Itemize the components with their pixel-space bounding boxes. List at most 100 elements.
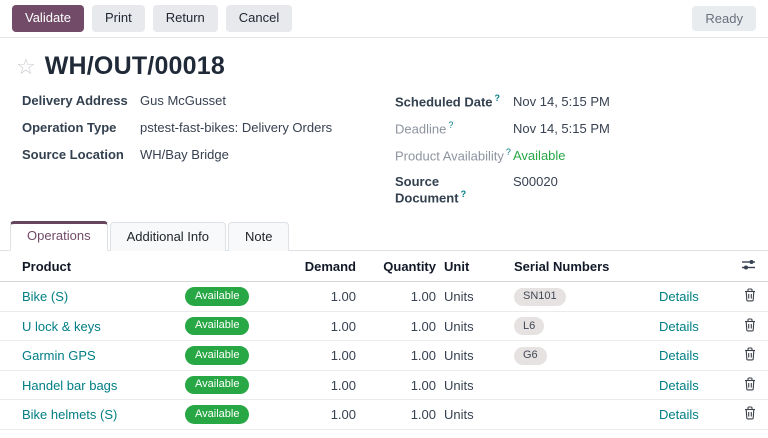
field-value[interactable]: Nov 14, 5:15 PM xyxy=(513,94,610,110)
serial-cell: SN101 xyxy=(514,287,659,306)
validate-button[interactable]: Validate xyxy=(12,5,85,32)
table-row[interactable]: Handel bar bags Available 1.00 1.00 Unit… xyxy=(0,371,768,401)
tab-note[interactable]: Note xyxy=(228,222,290,252)
serial-cell: G6 xyxy=(514,346,659,365)
unit-value: Units xyxy=(444,289,474,305)
right-field-group: Scheduled Date? Nov 14, 5:15 PM Deadline… xyxy=(395,93,758,205)
page-title: WH/OUT/00018 xyxy=(44,52,225,80)
availability-badge: Available xyxy=(185,375,250,395)
details-button[interactable]: Details xyxy=(659,289,699,305)
field-label-text: Source Document xyxy=(395,174,459,206)
field-source-location: Source Location WH/Bay Bridge xyxy=(22,147,385,164)
field-operation-type: Operation Type pstest-fast-bikes: Delive… xyxy=(22,120,385,137)
serial-cell: L6 xyxy=(514,317,659,336)
demand-value[interactable]: 1.00 xyxy=(330,348,356,364)
notebook-tabs: Operations Additional Info Note xyxy=(0,215,768,252)
trash-icon[interactable] xyxy=(742,318,758,337)
product-link[interactable]: Bike helmets (S) xyxy=(22,407,118,423)
quantity-value[interactable]: 1.00 xyxy=(410,289,436,305)
product-link[interactable]: U lock & keys xyxy=(22,318,101,334)
field-label-text: Product Availability xyxy=(395,148,504,164)
cancel-button[interactable]: Cancel xyxy=(225,5,293,32)
product-link[interactable]: Bike (S) xyxy=(22,289,69,305)
statusbar: Validate Print Return Cancel Ready xyxy=(0,0,768,38)
field-label-text: Deadline xyxy=(395,121,447,137)
serial-tag[interactable]: SN101 xyxy=(514,287,566,306)
field-deadline: Deadline? Nov 14, 5:15 PM xyxy=(395,120,758,137)
field-value: Available xyxy=(513,148,566,164)
details-button[interactable]: Details xyxy=(659,407,699,423)
table-header: Product Demand Quantity Unit Serial Numb… xyxy=(0,251,768,283)
field-label: Scheduled Date? xyxy=(395,93,513,109)
table-row[interactable]: Bike helmets (S) Available 1.00 1.00 Uni… xyxy=(0,400,768,430)
optional-columns-button[interactable] xyxy=(718,258,758,274)
product-link[interactable]: Garmin GPS xyxy=(22,348,96,364)
col-header-serial-numbers[interactable]: Serial Numbers xyxy=(514,258,610,274)
demand-value[interactable]: 1.00 xyxy=(330,289,356,305)
field-label: Source Document? xyxy=(395,174,513,205)
field-label: Source Location xyxy=(22,147,124,162)
details-button[interactable]: Details xyxy=(659,318,699,334)
field-value[interactable]: Gus McGusset xyxy=(140,93,226,108)
quantity-value[interactable]: 1.00 xyxy=(410,377,436,393)
unit-value: Units xyxy=(444,407,474,423)
product-link[interactable]: Handel bar bags xyxy=(22,377,118,393)
col-header-quantity[interactable]: Quantity xyxy=(383,258,436,274)
unit-value: Units xyxy=(444,318,474,334)
field-scheduled-date: Scheduled Date? Nov 14, 5:15 PM xyxy=(395,93,758,110)
operations-table: Product Demand Quantity Unit Serial Numb… xyxy=(0,251,768,430)
details-button[interactable]: Details xyxy=(659,377,699,393)
col-header-product[interactable]: Product xyxy=(22,258,72,274)
col-header-unit[interactable]: Unit xyxy=(444,258,470,274)
product-cell: Garmin GPS Available xyxy=(22,346,300,365)
help-icon: ? xyxy=(494,93,501,103)
tab-additional-info[interactable]: Additional Info xyxy=(109,222,226,252)
demand-value[interactable]: 1.00 xyxy=(330,318,356,334)
quantity-value[interactable]: 1.00 xyxy=(410,407,436,423)
field-value[interactable]: Nov 14, 5:15 PM xyxy=(513,121,610,137)
field-source-document: Source Document? S00020 xyxy=(395,174,758,205)
serial-tag[interactable]: L6 xyxy=(514,317,545,336)
availability-badge: Available xyxy=(185,316,250,336)
field-value[interactable]: S00020 xyxy=(513,174,558,189)
availability-badge: Available xyxy=(185,346,250,365)
demand-value[interactable]: 1.00 xyxy=(330,377,356,393)
trash-icon[interactable] xyxy=(742,406,758,425)
field-label: Delivery Address xyxy=(22,93,128,108)
left-field-group: Delivery Address Gus McGusset Operation … xyxy=(22,93,385,205)
trash-icon[interactable] xyxy=(742,377,758,396)
trash-icon[interactable] xyxy=(742,288,758,307)
field-value[interactable]: pstest-fast-bikes: Delivery Orders xyxy=(140,120,333,135)
quantity-value[interactable]: 1.00 xyxy=(410,318,436,334)
table-row[interactable]: Garmin GPS Available 1.00 1.00 Units G6 … xyxy=(0,341,768,371)
status-badge: Ready xyxy=(692,6,756,31)
product-cell: U lock & keys Available xyxy=(22,316,300,336)
details-button[interactable]: Details xyxy=(659,348,699,364)
field-product-availability: Product Availability? Available xyxy=(395,147,758,164)
tab-operations[interactable]: Operations xyxy=(10,221,108,252)
field-label: Product Availability? xyxy=(395,147,513,163)
serial-tag[interactable]: G6 xyxy=(514,346,547,365)
help-icon: ? xyxy=(460,189,467,199)
demand-value[interactable]: 1.00 xyxy=(330,407,356,423)
table-row[interactable]: U lock & keys Available 1.00 1.00 Units … xyxy=(0,312,768,342)
title-row: ☆ WH/OUT/00018 xyxy=(0,38,768,89)
trash-icon[interactable] xyxy=(742,347,758,366)
field-section: Delivery Address Gus McGusset Operation … xyxy=(0,89,768,215)
table-row[interactable]: Bike (S) Available 1.00 1.00 Units SN101… xyxy=(0,282,768,312)
sliders-icon[interactable] xyxy=(739,257,758,276)
quantity-value[interactable]: 1.00 xyxy=(410,348,436,364)
availability-badge: Available xyxy=(185,287,250,306)
field-delivery-address: Delivery Address Gus McGusset xyxy=(22,93,385,110)
availability-badge: Available xyxy=(185,405,250,424)
field-value[interactable]: WH/Bay Bridge xyxy=(140,147,229,162)
favorite-star-icon[interactable]: ☆ xyxy=(16,53,36,79)
col-header-demand[interactable]: Demand xyxy=(304,258,356,274)
print-button[interactable]: Print xyxy=(92,5,145,32)
help-icon: ? xyxy=(505,147,511,157)
return-button[interactable]: Return xyxy=(152,5,218,32)
field-label-text: Scheduled Date xyxy=(395,94,493,110)
product-cell: Handel bar bags Available xyxy=(22,375,300,395)
help-icon: ? xyxy=(448,120,454,130)
unit-value: Units xyxy=(444,348,474,364)
